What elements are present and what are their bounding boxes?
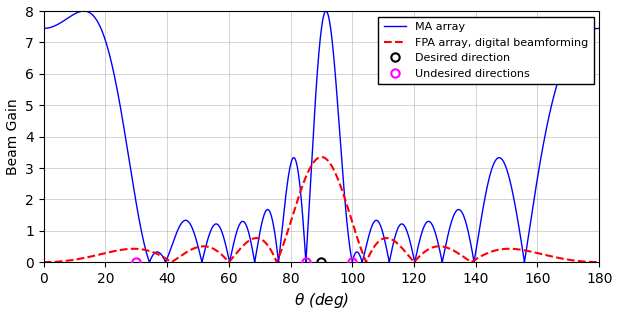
FPA array, digital beamforming (179, 253, 186, 257)
FPA array, digital beamforming (40, 260, 48, 264)
MA array (438, 257, 445, 260)
Line: MA array: MA array (44, 11, 599, 262)
Line: FPA array, digital beamforming: FPA array, digital beamforming (44, 157, 599, 262)
MA array (596, 27, 603, 30)
MA array (179, 221, 186, 224)
MA array (303, 250, 310, 254)
FPA array, digital beamforming (318, 155, 325, 159)
FPA array, digital beamforming (376, 239, 383, 242)
MA array (559, 64, 567, 68)
MA array (146, 260, 153, 264)
MA array (40, 27, 48, 30)
FPA array, digital beamforming (397, 244, 404, 248)
Y-axis label: Beam Gain: Beam Gain (6, 98, 20, 175)
Legend: MA array, FPA array, digital beamforming, Desired direction, Undesired direction: MA array, FPA array, digital beamforming… (378, 17, 594, 84)
MA array (376, 222, 383, 226)
FPA array, digital beamforming (559, 257, 567, 261)
MA array (80, 9, 88, 13)
FPA array, digital beamforming (596, 260, 603, 264)
FPA array, digital beamforming (438, 245, 445, 248)
MA array (397, 223, 404, 227)
FPA array, digital beamforming (303, 174, 310, 178)
X-axis label: $\theta$ (deg): $\theta$ (deg) (294, 291, 349, 310)
